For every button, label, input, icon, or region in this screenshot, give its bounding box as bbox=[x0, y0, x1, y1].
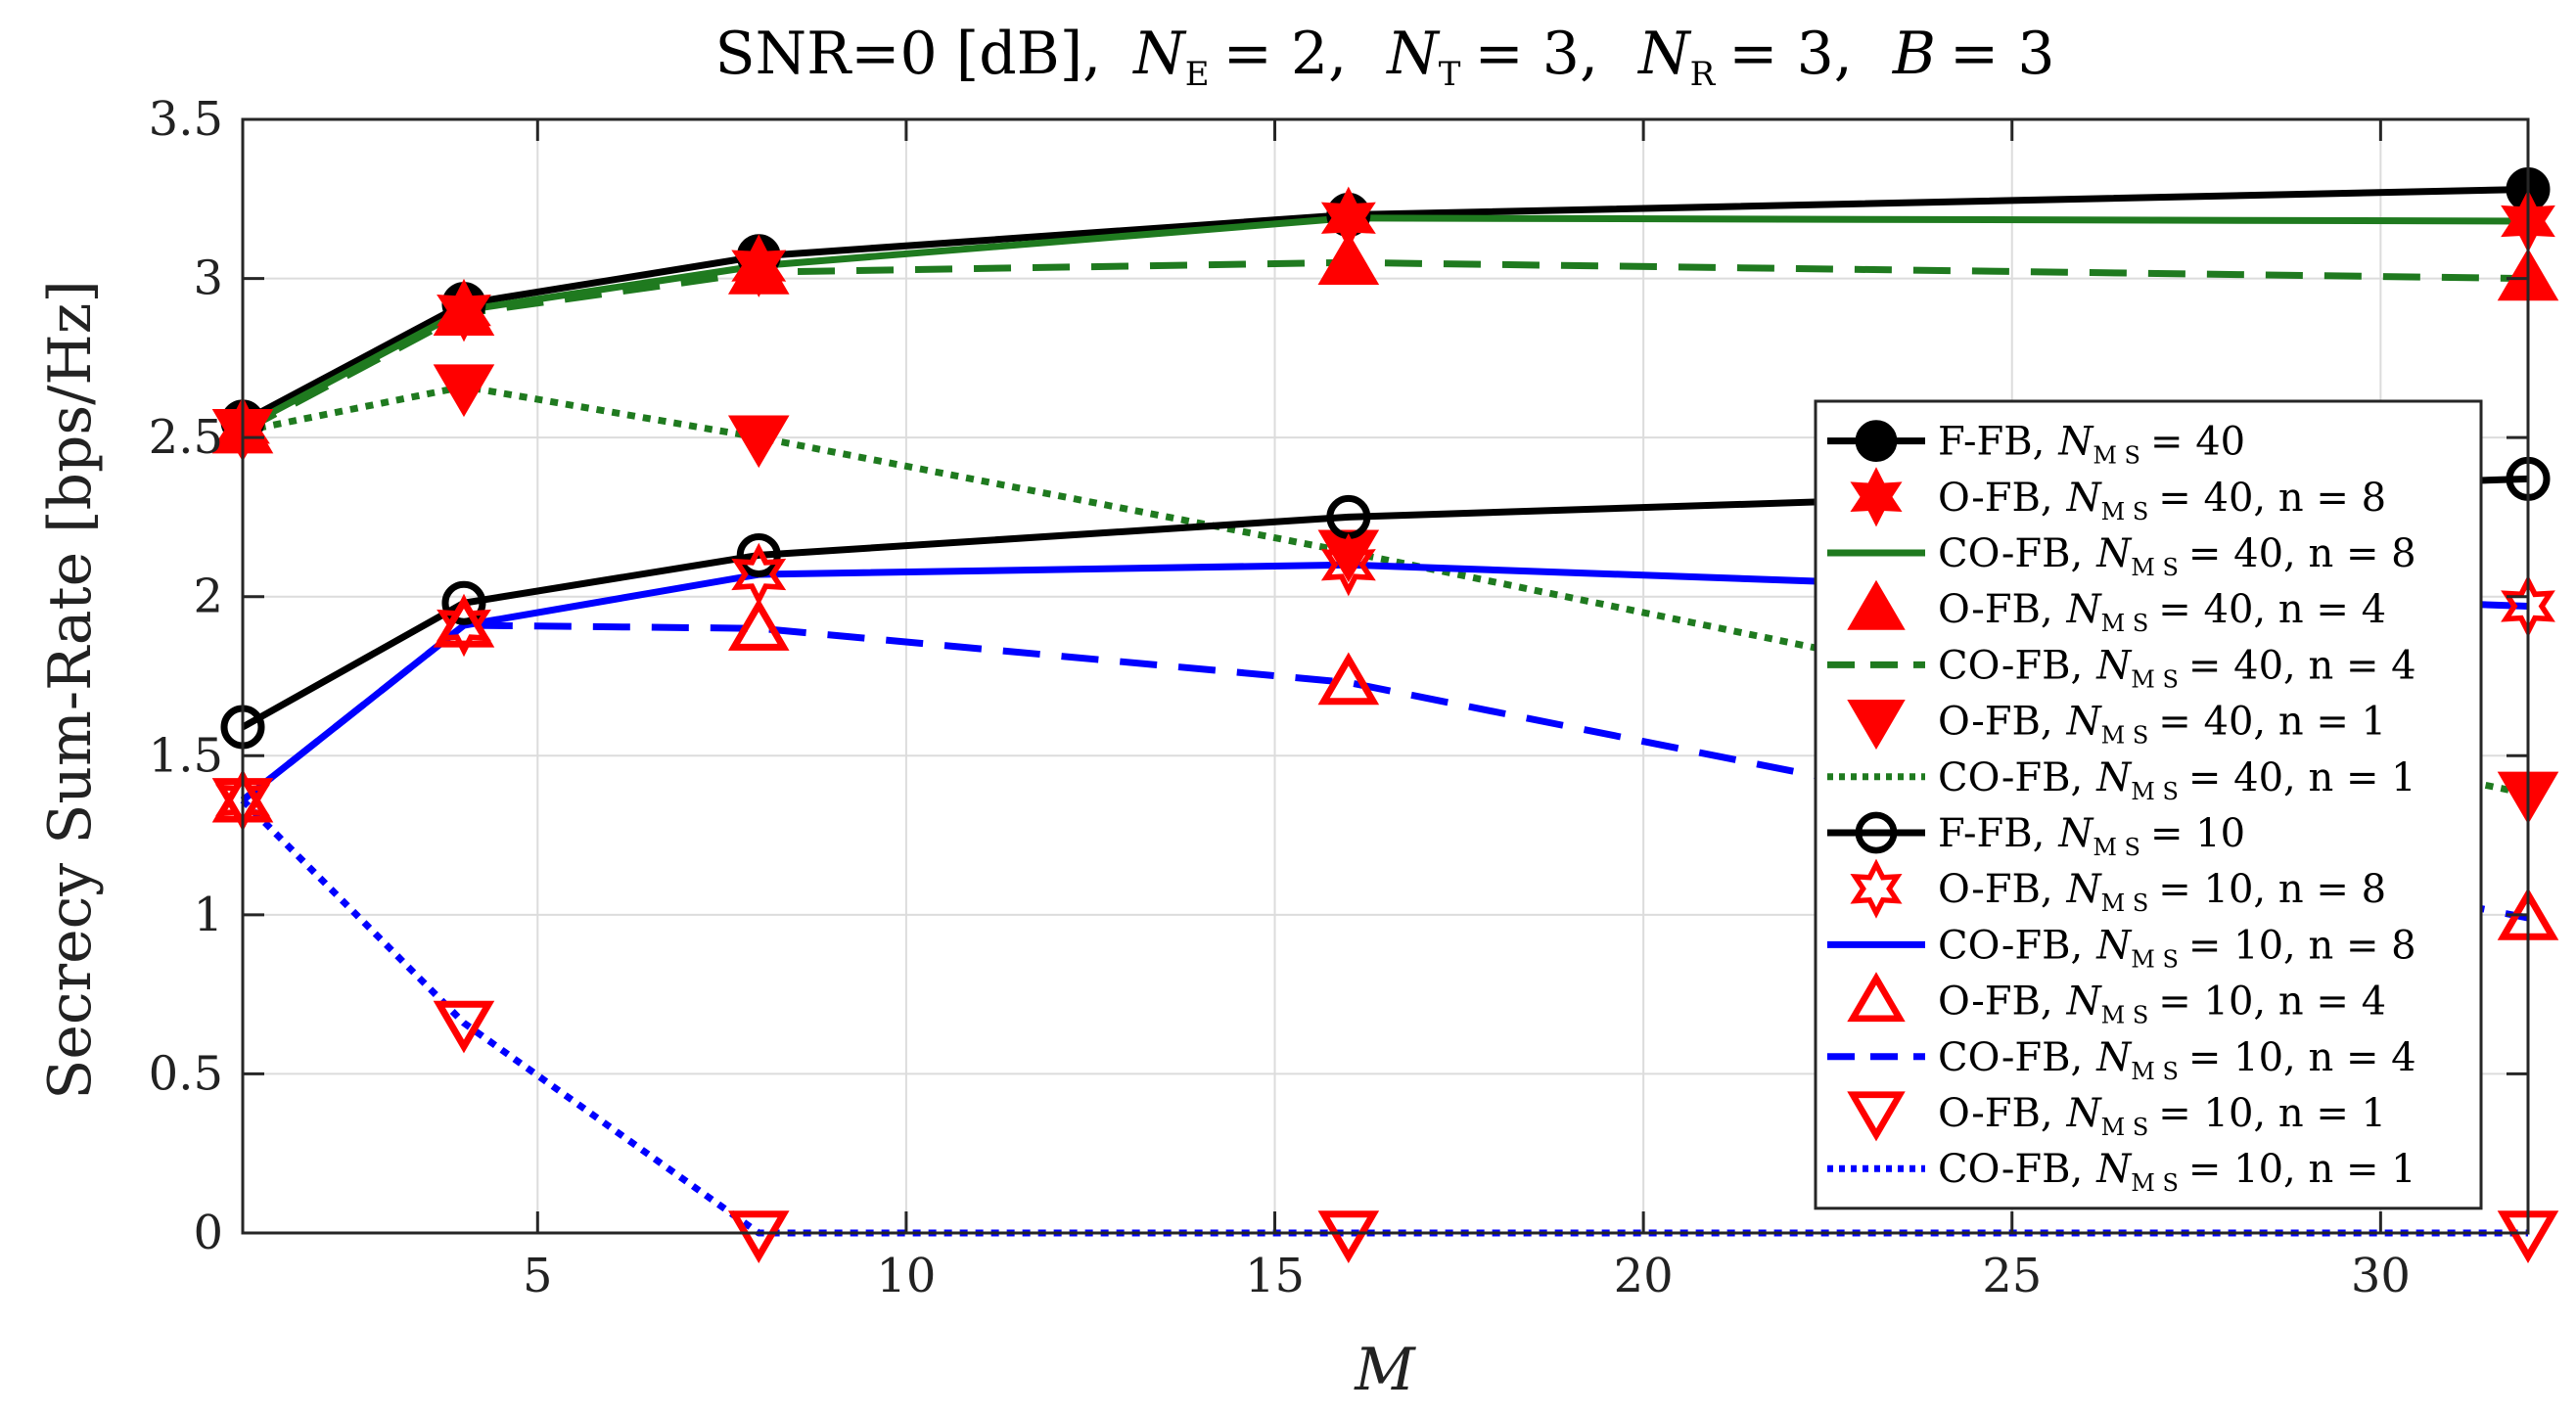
legend-marker-swatch bbox=[1850, 467, 1903, 527]
legend-entry: CO-FB, NM S = 40, n = 8 bbox=[1827, 531, 2416, 581]
data-point bbox=[433, 364, 495, 418]
x-axis-label: M bbox=[1354, 1336, 1416, 1404]
data-point bbox=[1317, 1210, 1380, 1263]
legend-label: O-FB, NM S = 40, n = 8 bbox=[1938, 476, 2386, 525]
y-tick-label: 2.5 bbox=[149, 410, 223, 465]
data-point bbox=[1320, 532, 1376, 597]
series-line bbox=[241, 186, 2529, 425]
x-tick-label: 30 bbox=[2351, 1249, 2411, 1303]
chart-title: SNR=0 [dB], NE = 2, NT = 3, NR = 3, B = 3 bbox=[714, 20, 2054, 94]
legend-entry: CO-FB, NM S = 10, n = 4 bbox=[1827, 1035, 2416, 1085]
legend-marker-swatch bbox=[1847, 1091, 1906, 1142]
legend-entry: O-FB, NM S = 40, n = 4 bbox=[1847, 579, 2386, 637]
legend-label: O-FB, NM S = 40, n = 4 bbox=[1938, 587, 2386, 637]
title-nr-value: = 3, bbox=[1728, 20, 1853, 88]
series-line bbox=[241, 214, 2529, 432]
title-nr-symbol: N bbox=[1636, 20, 1692, 88]
legend-entry: F-FB, NM S = 10 bbox=[1827, 811, 2245, 861]
data-point bbox=[433, 1000, 495, 1054]
legend-label: CO-FB, NM S = 40, n = 4 bbox=[1938, 643, 2416, 693]
legend-box bbox=[1814, 399, 2483, 1210]
x-tick-label: 15 bbox=[1245, 1249, 1305, 1303]
legend-label: O-FB, NM S = 10, n = 8 bbox=[1938, 867, 2386, 917]
x-tick-label: 5 bbox=[523, 1249, 553, 1303]
legend-entry: CO-FB, NM S = 40, n = 1 bbox=[1827, 755, 2416, 805]
legend-label: CO-FB, NM S = 10, n = 8 bbox=[1938, 923, 2416, 973]
x-tick-label: 25 bbox=[1982, 1249, 2042, 1303]
legend-entry: O-FB, NM S = 10, n = 4 bbox=[1847, 972, 2386, 1029]
legend-label: F-FB, NM S = 40 bbox=[1938, 420, 2245, 470]
y-tick-label: 0.5 bbox=[149, 1046, 223, 1101]
legend-marker-swatch bbox=[1847, 579, 1906, 630]
data-point bbox=[1317, 652, 1380, 706]
legend-label: CO-FB, NM S = 10, n = 4 bbox=[1938, 1035, 2416, 1085]
legend-label: CO-FB, NM S = 10, n = 1 bbox=[1938, 1147, 2416, 1197]
title-nt-symbol: N bbox=[1385, 20, 1441, 88]
legend-entry: CO-FB, NM S = 10, n = 8 bbox=[1827, 923, 2416, 973]
legend-entry: F-FB, NM S = 40 bbox=[1827, 420, 2245, 470]
legend: F-FB, NM S = 40 O-FB, NM S = 40, n = 8 CO-FB, N… bbox=[1814, 399, 2483, 1210]
data-point bbox=[433, 595, 495, 648]
y-tick-label: 0 bbox=[193, 1206, 223, 1260]
title-b-symbol: B bbox=[1892, 20, 1936, 88]
legend-entry: O-FB, NM S = 10, n = 1 bbox=[1847, 1091, 2386, 1142]
data-point bbox=[727, 242, 790, 295]
y-axis-label: Secrecy Sum-Rate [bps/Hz] bbox=[36, 280, 105, 1099]
title-ne-sub: E bbox=[1185, 55, 1210, 94]
legend-label: F-FB, NM S = 10 bbox=[1938, 811, 2245, 861]
legend-entry: O-FB, NM S = 40, n = 8 bbox=[1850, 467, 2386, 527]
y-tick-label: 3.5 bbox=[149, 92, 223, 147]
y-tick-label: 1 bbox=[193, 888, 223, 942]
title-nt-value: = 3, bbox=[1474, 20, 1598, 88]
data-point bbox=[727, 598, 790, 651]
title-nr-sub: R bbox=[1690, 55, 1717, 94]
y-tick-label: 3 bbox=[193, 251, 223, 306]
title-prefix: SNR=0 [dB], bbox=[714, 20, 1101, 88]
title-ne-symbol: N bbox=[1131, 20, 1187, 88]
series-line bbox=[240, 621, 2529, 922]
legend-entry: CO-FB, NM S = 40, n = 4 bbox=[1827, 643, 2416, 693]
axes-box bbox=[241, 117, 2530, 1235]
legend-label: O-FB, NM S = 10, n = 1 bbox=[1938, 1091, 2386, 1141]
y-tick-label: 1.5 bbox=[149, 728, 223, 783]
legend-entry: CO-FB, NM S = 10, n = 1 bbox=[1827, 1147, 2416, 1197]
legend-marker-swatch bbox=[1847, 972, 1906, 1023]
title-ne-value: = 2, bbox=[1223, 20, 1348, 88]
data-point bbox=[433, 283, 495, 337]
series-markers bbox=[211, 167, 2559, 1263]
x-tick-label: 20 bbox=[1614, 1249, 1674, 1303]
data-point bbox=[1317, 232, 1380, 286]
legend-marker-swatch bbox=[1850, 858, 1903, 919]
legend-marker-swatch bbox=[1855, 811, 1898, 854]
y-tick-label: 2 bbox=[193, 570, 223, 624]
legend-entry: O-FB, NM S = 10, n = 8 bbox=[1850, 858, 2386, 919]
data-point bbox=[441, 580, 486, 625]
title-b-value: = 3 bbox=[1950, 20, 2055, 88]
legend-marker-swatch bbox=[1855, 420, 1898, 462]
x-tick-label: 10 bbox=[876, 1249, 936, 1303]
data-point bbox=[727, 1210, 790, 1263]
legend-marker-swatch bbox=[1847, 700, 1906, 750]
title-nt-sub: T bbox=[1439, 55, 1461, 94]
legend-entry: O-FB, NM S = 40, n = 1 bbox=[1847, 700, 2386, 750]
legend-label: O-FB, NM S = 40, n = 1 bbox=[1938, 700, 2386, 750]
data-point bbox=[736, 532, 781, 577]
data-point bbox=[727, 415, 790, 469]
legend-label: CO-FB, NM S = 40, n = 8 bbox=[1938, 531, 2416, 581]
series-line bbox=[241, 475, 2529, 731]
data-point bbox=[437, 593, 491, 658]
legend-label: O-FB, NM S = 10, n = 4 bbox=[1938, 980, 2386, 1029]
legend-label: CO-FB, NM S = 40, n = 1 bbox=[1938, 755, 2416, 805]
axis-ticks: 5 10 15 20 25 30 0 0.5 1 1.5 2 2.5 3 3.5 bbox=[149, 92, 2528, 1303]
